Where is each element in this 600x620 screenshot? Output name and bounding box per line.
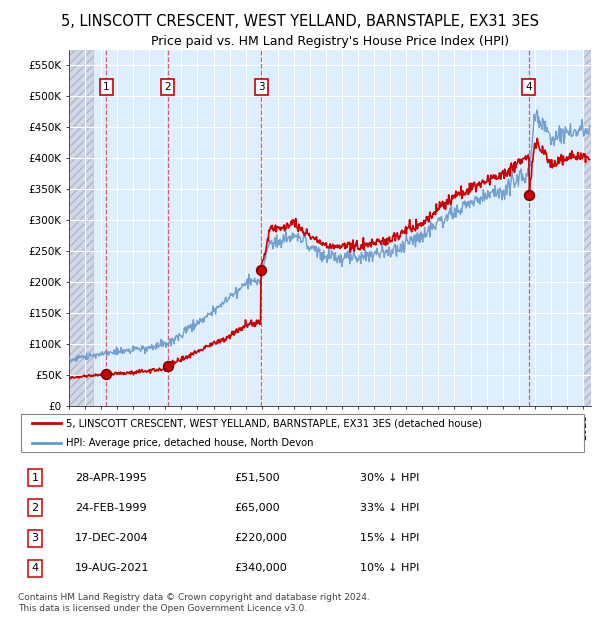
Text: 17-DEC-2004: 17-DEC-2004 — [75, 533, 149, 543]
Text: 28-APR-1995: 28-APR-1995 — [75, 472, 147, 483]
Text: 19-AUG-2021: 19-AUG-2021 — [75, 563, 149, 574]
Text: 2: 2 — [164, 82, 171, 92]
Text: Contains HM Land Registry data © Crown copyright and database right 2024.
This d: Contains HM Land Registry data © Crown c… — [18, 593, 370, 613]
FancyBboxPatch shape — [21, 414, 584, 452]
Text: 1: 1 — [103, 82, 110, 92]
Text: 24-FEB-1999: 24-FEB-1999 — [75, 503, 146, 513]
Text: £65,000: £65,000 — [235, 503, 280, 513]
Text: 15% ↓ HPI: 15% ↓ HPI — [360, 533, 419, 543]
Text: £220,000: £220,000 — [235, 533, 287, 543]
Text: 4: 4 — [32, 563, 38, 574]
Text: £51,500: £51,500 — [235, 472, 280, 483]
Text: HPI: Average price, detached house, North Devon: HPI: Average price, detached house, Nort… — [67, 438, 314, 448]
Text: 3: 3 — [32, 533, 38, 543]
Text: 5, LINSCOTT CRESCENT, WEST YELLAND, BARNSTAPLE, EX31 3ES (detached house): 5, LINSCOTT CRESCENT, WEST YELLAND, BARN… — [67, 418, 482, 428]
Text: 10% ↓ HPI: 10% ↓ HPI — [360, 563, 419, 574]
Text: £340,000: £340,000 — [235, 563, 287, 574]
Text: 33% ↓ HPI: 33% ↓ HPI — [360, 503, 419, 513]
Text: 1: 1 — [32, 472, 38, 483]
Text: 5, LINSCOTT CRESCENT, WEST YELLAND, BARNSTAPLE, EX31 3ES: 5, LINSCOTT CRESCENT, WEST YELLAND, BARN… — [61, 14, 539, 29]
Text: 3: 3 — [258, 82, 265, 92]
Text: 30% ↓ HPI: 30% ↓ HPI — [360, 472, 419, 483]
Text: 2: 2 — [32, 503, 38, 513]
Text: 4: 4 — [526, 82, 532, 92]
Title: Price paid vs. HM Land Registry's House Price Index (HPI): Price paid vs. HM Land Registry's House … — [151, 35, 509, 48]
